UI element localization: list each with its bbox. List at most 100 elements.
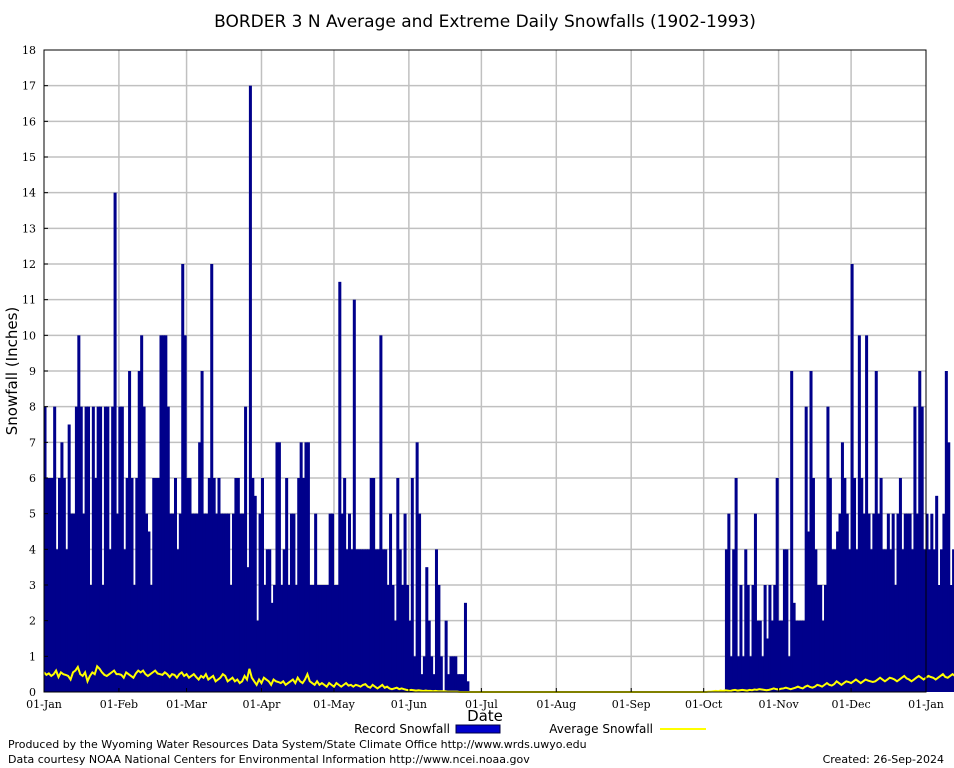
record-bar	[186, 478, 190, 692]
record-bar	[744, 549, 748, 692]
x-tick-label: 01-Jan	[908, 698, 944, 711]
record-bar	[111, 406, 115, 692]
record-bar	[410, 478, 414, 692]
record-bar	[418, 513, 422, 692]
record-bar	[101, 585, 105, 692]
record-bar	[152, 478, 156, 692]
record-bar	[130, 478, 134, 692]
record-bar	[947, 442, 951, 692]
record-bar	[466, 681, 470, 692]
y-tick-label: 18	[22, 44, 36, 57]
record-bar	[405, 585, 409, 692]
record-bar	[118, 406, 122, 692]
record-bar	[364, 549, 368, 692]
record-bar	[273, 585, 277, 692]
x-tick-labels: 01-Jan 01-Feb 01-Mar 01-Apr 01-May 01-Jun 01-J…	[26, 688, 944, 711]
record-bar	[913, 406, 917, 692]
record-bar	[862, 513, 866, 692]
record-bar	[372, 478, 376, 692]
record-bar	[935, 495, 939, 692]
record-bar	[326, 585, 330, 692]
record-bar	[360, 549, 364, 692]
record-bar	[734, 478, 738, 692]
record-bar	[115, 513, 120, 692]
record-bar	[787, 656, 791, 692]
record-bar	[62, 478, 66, 692]
legend: Record Snowfall Average Snowfall	[354, 722, 706, 736]
record-bars	[43, 85, 954, 692]
record-bar	[826, 406, 830, 692]
record-bar	[437, 585, 441, 692]
record-bar	[785, 549, 789, 692]
record-bar	[135, 478, 139, 692]
record-bar	[891, 513, 895, 692]
record-bar	[896, 513, 900, 692]
record-bar	[381, 549, 385, 692]
record-bar	[439, 656, 443, 692]
record-bar	[459, 674, 463, 692]
record-bar	[132, 585, 136, 692]
record-bar	[338, 281, 342, 692]
y-tick-label: 3	[29, 579, 36, 592]
record-bar	[231, 513, 235, 692]
record-bar	[942, 513, 946, 692]
record-bar	[770, 620, 774, 692]
record-bar	[811, 478, 815, 692]
record-bar	[831, 549, 835, 692]
record-bar	[367, 549, 371, 692]
record-bar	[850, 264, 854, 692]
record-bar	[350, 549, 354, 692]
record-bar	[345, 549, 349, 692]
record-bar	[86, 406, 91, 692]
record-bar	[171, 513, 175, 692]
record-bar	[882, 549, 886, 692]
record-bar	[877, 513, 881, 692]
record-bar	[275, 442, 279, 692]
record-bar	[463, 602, 467, 692]
record-bar	[403, 513, 407, 692]
record-bar	[198, 442, 202, 692]
y-axis-label: Snowfall (Inches)	[3, 307, 21, 435]
record-bar	[241, 513, 245, 692]
y-tick-label: 15	[22, 151, 36, 164]
record-bar	[343, 478, 347, 692]
record-bar	[430, 656, 434, 692]
chart-title: BORDER 3 N Average and Extreme Daily Sno…	[214, 12, 756, 32]
record-bar	[236, 478, 240, 692]
legend-record-swatch	[455, 724, 501, 734]
x-tick-label: 01-Dec	[831, 698, 870, 711]
record-bar	[215, 513, 219, 692]
record-bar	[848, 549, 852, 692]
record-bar	[217, 478, 221, 692]
record-bar	[333, 585, 337, 692]
record-bar	[222, 513, 226, 692]
record-bar	[82, 513, 86, 692]
record-bar	[884, 549, 888, 692]
record-bar	[331, 513, 335, 692]
record-bar	[833, 549, 837, 692]
record-bar	[911, 549, 915, 692]
record-bar	[824, 585, 828, 692]
record-bar	[318, 585, 322, 692]
record-bar	[915, 513, 919, 692]
record-bar	[923, 549, 927, 692]
record-bar	[277, 442, 281, 692]
record-bar	[159, 335, 163, 692]
record-bar	[782, 549, 786, 692]
record-bar	[309, 585, 313, 692]
record-bar	[137, 371, 141, 692]
record-bar	[67, 424, 71, 692]
record-bar	[869, 549, 873, 692]
record-bar	[157, 478, 161, 692]
record-bar	[173, 478, 178, 692]
record-bar	[108, 549, 112, 692]
record-bar	[451, 656, 455, 692]
x-tick-label: 01-Oct	[685, 698, 723, 711]
record-bar	[920, 406, 924, 692]
record-bar	[164, 335, 168, 692]
record-bar	[321, 585, 325, 692]
record-bar	[729, 656, 733, 692]
record-bar	[758, 620, 762, 692]
record-bar	[449, 656, 453, 692]
record-bar	[316, 585, 320, 692]
